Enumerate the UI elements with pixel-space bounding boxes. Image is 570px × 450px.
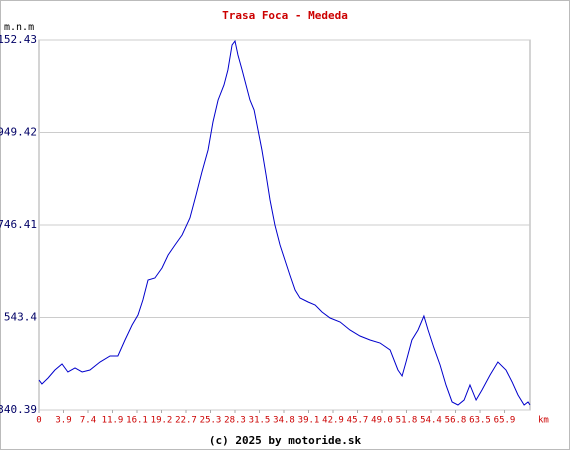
- x-tick-label: 7.4: [80, 416, 96, 426]
- x-tick-label: 11.9: [102, 416, 124, 426]
- x-tick-label: 16.1: [126, 416, 148, 426]
- chart-title: Trasa Foca - Mededa: [222, 9, 348, 22]
- footer: (c) 2025 by motoride.sk: [209, 434, 362, 447]
- x-tick-label: 54.4: [420, 416, 442, 426]
- y-tick-label: 746.41: [0, 218, 37, 231]
- y-tick-label: 949.42: [0, 126, 37, 139]
- x-tick-label: 45.7: [347, 416, 369, 426]
- x-tick-label: 22.7: [175, 416, 197, 426]
- x-tick-label: 51.8: [396, 416, 418, 426]
- x-tick-label: 65.9: [494, 416, 516, 426]
- x-tick-label: 63.5: [469, 416, 491, 426]
- x-tick-label: 39.1: [298, 416, 320, 426]
- x-axis-label: km: [538, 416, 549, 426]
- y-tick-label: 340.39: [0, 403, 37, 416]
- x-tick-label: 28.3: [224, 416, 246, 426]
- x-tick-label: 25.3: [200, 416, 222, 426]
- x-tick-label: 56.8: [445, 416, 467, 426]
- x-tick-label: 34.8: [273, 416, 295, 426]
- elevation-line: [38, 39, 531, 406]
- y-axis-label: m.n.m: [4, 22, 34, 33]
- x-tick-label: 31.5: [249, 416, 271, 426]
- x-tick-label: 49.0: [371, 416, 393, 426]
- x-tick-label: 19.2: [151, 416, 173, 426]
- x-tick-label: 42.9: [322, 416, 344, 426]
- x-tick-label: 3.9: [55, 416, 71, 426]
- y-tick-label: 1152.43: [0, 33, 37, 46]
- x-tick-label: 0: [36, 416, 41, 426]
- y-tick-label: 543.4: [4, 311, 37, 324]
